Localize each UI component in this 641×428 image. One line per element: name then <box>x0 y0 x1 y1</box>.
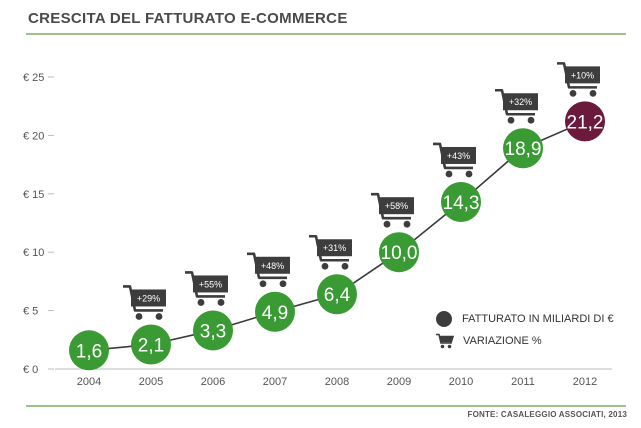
data-point <box>317 274 357 315</box>
cart-basket <box>255 256 290 274</box>
cart-wheel <box>507 116 515 124</box>
cart-wheel <box>403 220 411 228</box>
shopping-cart-icon: +10% <box>557 62 600 97</box>
cart-wheel <box>155 313 163 320</box>
growth-label: +43% <box>447 151 470 161</box>
x-tick-label: 2008 <box>325 376 349 388</box>
data-label: 21,2 <box>567 112 604 133</box>
x-tick-label: 2004 <box>77 376 101 388</box>
x-tick-label: 2010 <box>449 376 473 388</box>
shopping-cart-icon: +55% <box>185 271 228 306</box>
shopping-cart-icon: +48% <box>247 252 290 288</box>
circle-icon <box>436 311 452 327</box>
x-tick-label: 2005 <box>139 376 163 388</box>
legend-change-label: VARIAZIONE % <box>463 335 542 347</box>
cart-basket <box>379 197 414 215</box>
cart-wheel <box>259 280 267 288</box>
x-tick-label: 2006 <box>201 376 225 388</box>
cart-wheel <box>465 170 473 178</box>
y-tick-label: € 20 <box>23 130 44 142</box>
cart-basket <box>503 93 538 111</box>
data-point <box>193 310 233 351</box>
y-tick-label: € 0 <box>23 364 38 376</box>
data-point <box>565 101 605 142</box>
growth-label: +31% <box>323 243 346 253</box>
cart-wheel <box>569 89 577 97</box>
y-tick-label: € 10 <box>23 247 44 259</box>
data-point <box>69 330 109 371</box>
data-label: 3,3 <box>200 321 226 342</box>
x-tick-label: 2007 <box>263 376 287 388</box>
data-point <box>255 291 295 332</box>
data-point <box>503 128 543 169</box>
growth-label: +32% <box>509 97 532 107</box>
growth-label: +55% <box>199 279 222 289</box>
shopping-cart-icon: +58% <box>371 192 414 228</box>
cart-wheel <box>321 262 329 270</box>
data-label: 4,9 <box>262 303 288 324</box>
cart-wheel <box>341 262 349 270</box>
x-tick-label: 2009 <box>387 376 411 388</box>
data-label: 14,3 <box>443 193 480 214</box>
source-note: FONTE: CASALEGGIO ASSOCIATI, 2013 <box>467 410 627 419</box>
cart-wheel <box>197 299 205 306</box>
legend-item-change: VARIAZIONE % <box>436 330 614 352</box>
growth-label: +29% <box>137 293 160 303</box>
x-tick-label: 2012 <box>573 376 597 388</box>
cart-basket <box>131 289 166 307</box>
data-point <box>379 232 419 273</box>
shopping-cart-icon: +31% <box>309 234 352 270</box>
data-point <box>441 181 481 222</box>
data-label: 2,1 <box>138 335 164 356</box>
legend-item-revenue: FATTURATO IN MILIARDI DI € <box>436 308 614 330</box>
data-label: 10,0 <box>381 243 418 264</box>
growth-label: +10% <box>571 70 594 80</box>
data-label: 18,9 <box>505 139 542 160</box>
y-tick-label: € 5 <box>23 306 38 318</box>
y-tick-label: € 15 <box>23 189 44 201</box>
growth-label: +48% <box>261 261 284 271</box>
shopping-cart-icon: +43% <box>433 142 476 178</box>
cart-basket <box>441 146 476 164</box>
legend-revenue-label: FATTURATO IN MILIARDI DI € <box>462 313 614 325</box>
growth-label: +58% <box>385 201 408 211</box>
data-label: 1,6 <box>76 341 102 362</box>
cart-wheel <box>445 170 453 178</box>
cart-wheel <box>217 299 225 306</box>
chart-legend: FATTURATO IN MILIARDI DI € VARIAZIONE % <box>436 308 614 352</box>
data-point <box>131 324 171 365</box>
shopping-cart-icon <box>436 333 454 349</box>
shopping-cart-icon: +32% <box>495 88 538 124</box>
cart-basket <box>317 239 352 257</box>
shopping-cart-icon: +29% <box>123 285 166 320</box>
cart-wheel <box>383 220 391 228</box>
cart-wheel <box>527 116 535 124</box>
cart-wheel <box>279 280 287 288</box>
y-tick-label: € 25 <box>23 72 44 84</box>
x-tick-label: 2011 <box>511 376 535 388</box>
cart-basket <box>565 66 600 84</box>
cart-wheel <box>135 313 143 320</box>
title-rule <box>26 33 626 35</box>
cart-wheel <box>589 89 597 97</box>
cart-basket <box>193 275 228 293</box>
data-label: 6,4 <box>324 285 351 306</box>
footer-rule <box>26 405 626 407</box>
chart-title: CRESCITA DEL FATTURATO E-COMMERCE <box>28 10 348 27</box>
